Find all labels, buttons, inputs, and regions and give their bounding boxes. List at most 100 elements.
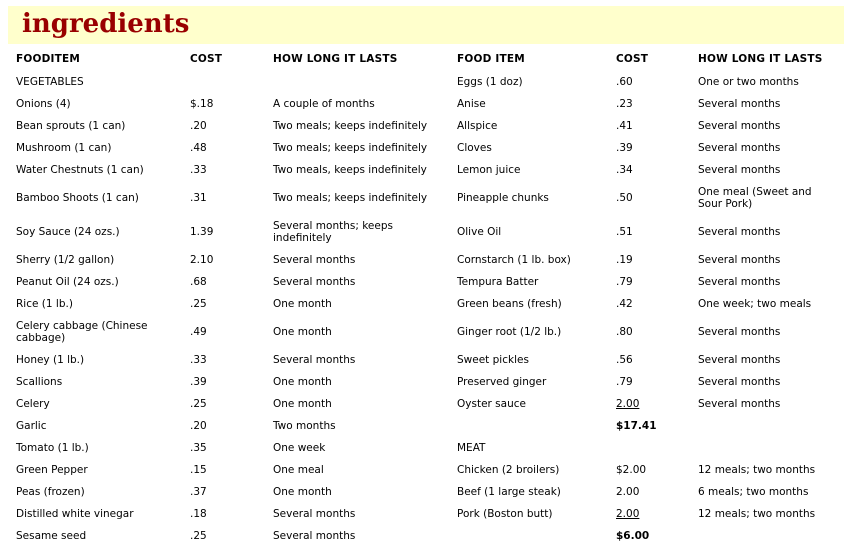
table-row: Sherry (1/2 gallon) 2.10 Several months Cor…: [16, 249, 842, 271]
cost-cell: 2.10: [190, 254, 214, 266]
table-row: Mushroom (1 can) .48 Two meals; keeps inde…: [16, 137, 842, 159]
cost-cell: .56: [616, 354, 633, 366]
lasts-cell: One month: [273, 376, 332, 388]
lasts-cell: One month: [273, 326, 332, 338]
lasts-cell: Several months: [273, 354, 356, 366]
lasts-cell: Several months; keeps indefinitely: [273, 220, 393, 244]
food-item-cell: Water Chestnuts (1 can): [16, 164, 144, 176]
food-item-cell: Eggs (1 doz): [457, 76, 523, 88]
table-row: Sesame seed .25 Several months $6.00: [16, 525, 842, 547]
lasts-cell: Several months: [698, 226, 781, 238]
lasts-cell: Several months: [698, 276, 781, 288]
food-item-cell: Sweet pickles: [457, 354, 529, 366]
cost-cell: $2.00: [616, 464, 647, 476]
food-item-cell: Peas (frozen): [16, 486, 85, 498]
lasts-cell: Several months: [698, 398, 781, 410]
cost-cell: .20: [190, 420, 207, 432]
food-item-cell: Sesame seed: [16, 530, 87, 542]
food-item-cell: Onions (4): [16, 98, 71, 110]
table-row: VEGETABLES Eggs (1 doz) .60 One or two mont…: [16, 71, 842, 93]
cost-cell: [190, 71, 273, 93]
cost-cell: .34: [616, 164, 633, 176]
cost-cell: .79: [616, 276, 633, 288]
cost-cell: .33: [190, 354, 207, 366]
cost-cell: .42: [616, 298, 633, 310]
food-item-cell: Tomato (1 lb.): [16, 442, 89, 454]
cost-cell: .50: [616, 192, 633, 204]
lasts-cell: Several months: [273, 508, 356, 520]
food-item-cell: Green Pepper: [16, 464, 88, 476]
food-item-cell: Honey (1 lb.): [16, 354, 85, 366]
lasts-cell: Two meals; keeps indefinitely: [273, 120, 428, 132]
lasts-cell: Several months: [698, 254, 781, 266]
cost-cell: $.18: [190, 98, 214, 110]
table-row: Green Pepper .15 One meal Chicken (2 broile…: [16, 459, 842, 481]
table-row: Onions (4) $.18 A couple of months Anise .23…: [16, 93, 842, 115]
food-item-cell: Distilled white vinegar: [16, 508, 134, 520]
food-item-cell: Cloves: [457, 142, 492, 154]
food-item-cell: Garlic: [16, 420, 47, 432]
lasts-cell: One month: [273, 298, 332, 310]
lasts-cell: One month: [273, 486, 332, 498]
food-item-cell: Lemon juice: [457, 164, 521, 176]
cost-cell: .25: [190, 530, 207, 542]
column-header-cost-right: COST: [616, 53, 649, 65]
food-item-cell: Green beans (fresh): [457, 298, 562, 310]
lasts-cell: Two meals, keeps indefinitely: [273, 164, 427, 176]
table-row: Celery .25 One month Oyster sauce 2.00 Severa…: [16, 393, 842, 415]
cost-cell: .23: [616, 98, 633, 110]
lasts-cell: One or two months: [698, 76, 799, 88]
section-label-cell: VEGETABLES: [16, 76, 84, 88]
lasts-cell: Two meals; keeps indefinitely: [273, 192, 428, 204]
cost-cell: .25: [190, 298, 207, 310]
column-header-lasts-right: HOW LONG IT LASTS: [698, 53, 823, 65]
lasts-cell: [698, 437, 842, 459]
table-row: Peas (frozen) .37 One month Beef (1 large s…: [16, 481, 842, 503]
page-title: ingredients: [22, 9, 190, 39]
lasts-cell: One month: [273, 398, 332, 410]
cost-cell: 1.39: [190, 226, 214, 238]
column-header-fooditem-right: FOOD ITEM: [457, 53, 525, 65]
cost-cell: [616, 437, 698, 459]
total-cost-cell: $17.41: [616, 420, 657, 432]
cost-cell: .39: [190, 376, 207, 388]
lasts-cell: [698, 525, 842, 547]
cost-cell: .49: [190, 326, 207, 338]
lasts-cell: Several months: [698, 142, 781, 154]
table-row: Soy Sauce (24 ozs.) 1.39 Several months; k…: [16, 215, 842, 249]
food-item-cell: [457, 415, 616, 437]
cost-cell: .48: [190, 142, 207, 154]
cost-cell: 2.00: [616, 486, 640, 498]
cost-cell: .37: [190, 486, 207, 498]
food-item-cell: Anise: [457, 98, 486, 110]
lasts-cell: One week: [273, 442, 326, 454]
food-item-cell: Scallions: [16, 376, 63, 388]
cost-cell: .41: [616, 120, 633, 132]
table-row: Honey (1 lb.) .33 Several months Sweet pick…: [16, 349, 842, 371]
food-item-cell: Celery cabbage (Chinese cabbage): [16, 320, 148, 344]
cost-cell: .33: [190, 164, 207, 176]
cost-cell: .60: [616, 76, 633, 88]
cost-cell: .79: [616, 376, 633, 388]
food-item-cell: Tempura Batter: [457, 276, 539, 288]
food-item-cell: Oyster sauce: [457, 398, 526, 410]
food-item-cell: Olive Oil: [457, 226, 502, 238]
lasts-cell: A couple of months: [273, 98, 375, 110]
cost-cell: .51: [616, 226, 633, 238]
table-row: Bamboo Shoots (1 can) .31 Two meals; keeps…: [16, 181, 842, 215]
food-item-cell: Bean sprouts (1 can): [16, 120, 126, 132]
lasts-cell: [273, 71, 457, 93]
ingredients-table: FOODITEM COST HOW LONG IT LASTS FOOD ITE…: [16, 46, 842, 547]
lasts-cell: Several months: [273, 254, 356, 266]
food-item-cell: Chicken (2 broilers): [457, 464, 560, 476]
cost-cell: .80: [616, 326, 633, 338]
lasts-cell: Two meals; keeps indefinitely: [273, 142, 428, 154]
lasts-cell: Several months: [698, 354, 781, 366]
table-row: Bean sprouts (1 can) .20 Two meals; keeps …: [16, 115, 842, 137]
lasts-cell: Several months: [698, 376, 781, 388]
table-row: Water Chestnuts (1 can) .33 Two meals, kee…: [16, 159, 842, 181]
lasts-cell: 12 meals; two months: [698, 464, 816, 476]
table-row: Distilled white vinegar .18 Several months…: [16, 503, 842, 525]
lasts-cell: One meal (Sweet and Sour Pork): [698, 186, 812, 210]
food-item-cell: Sherry (1/2 gallon): [16, 254, 115, 266]
